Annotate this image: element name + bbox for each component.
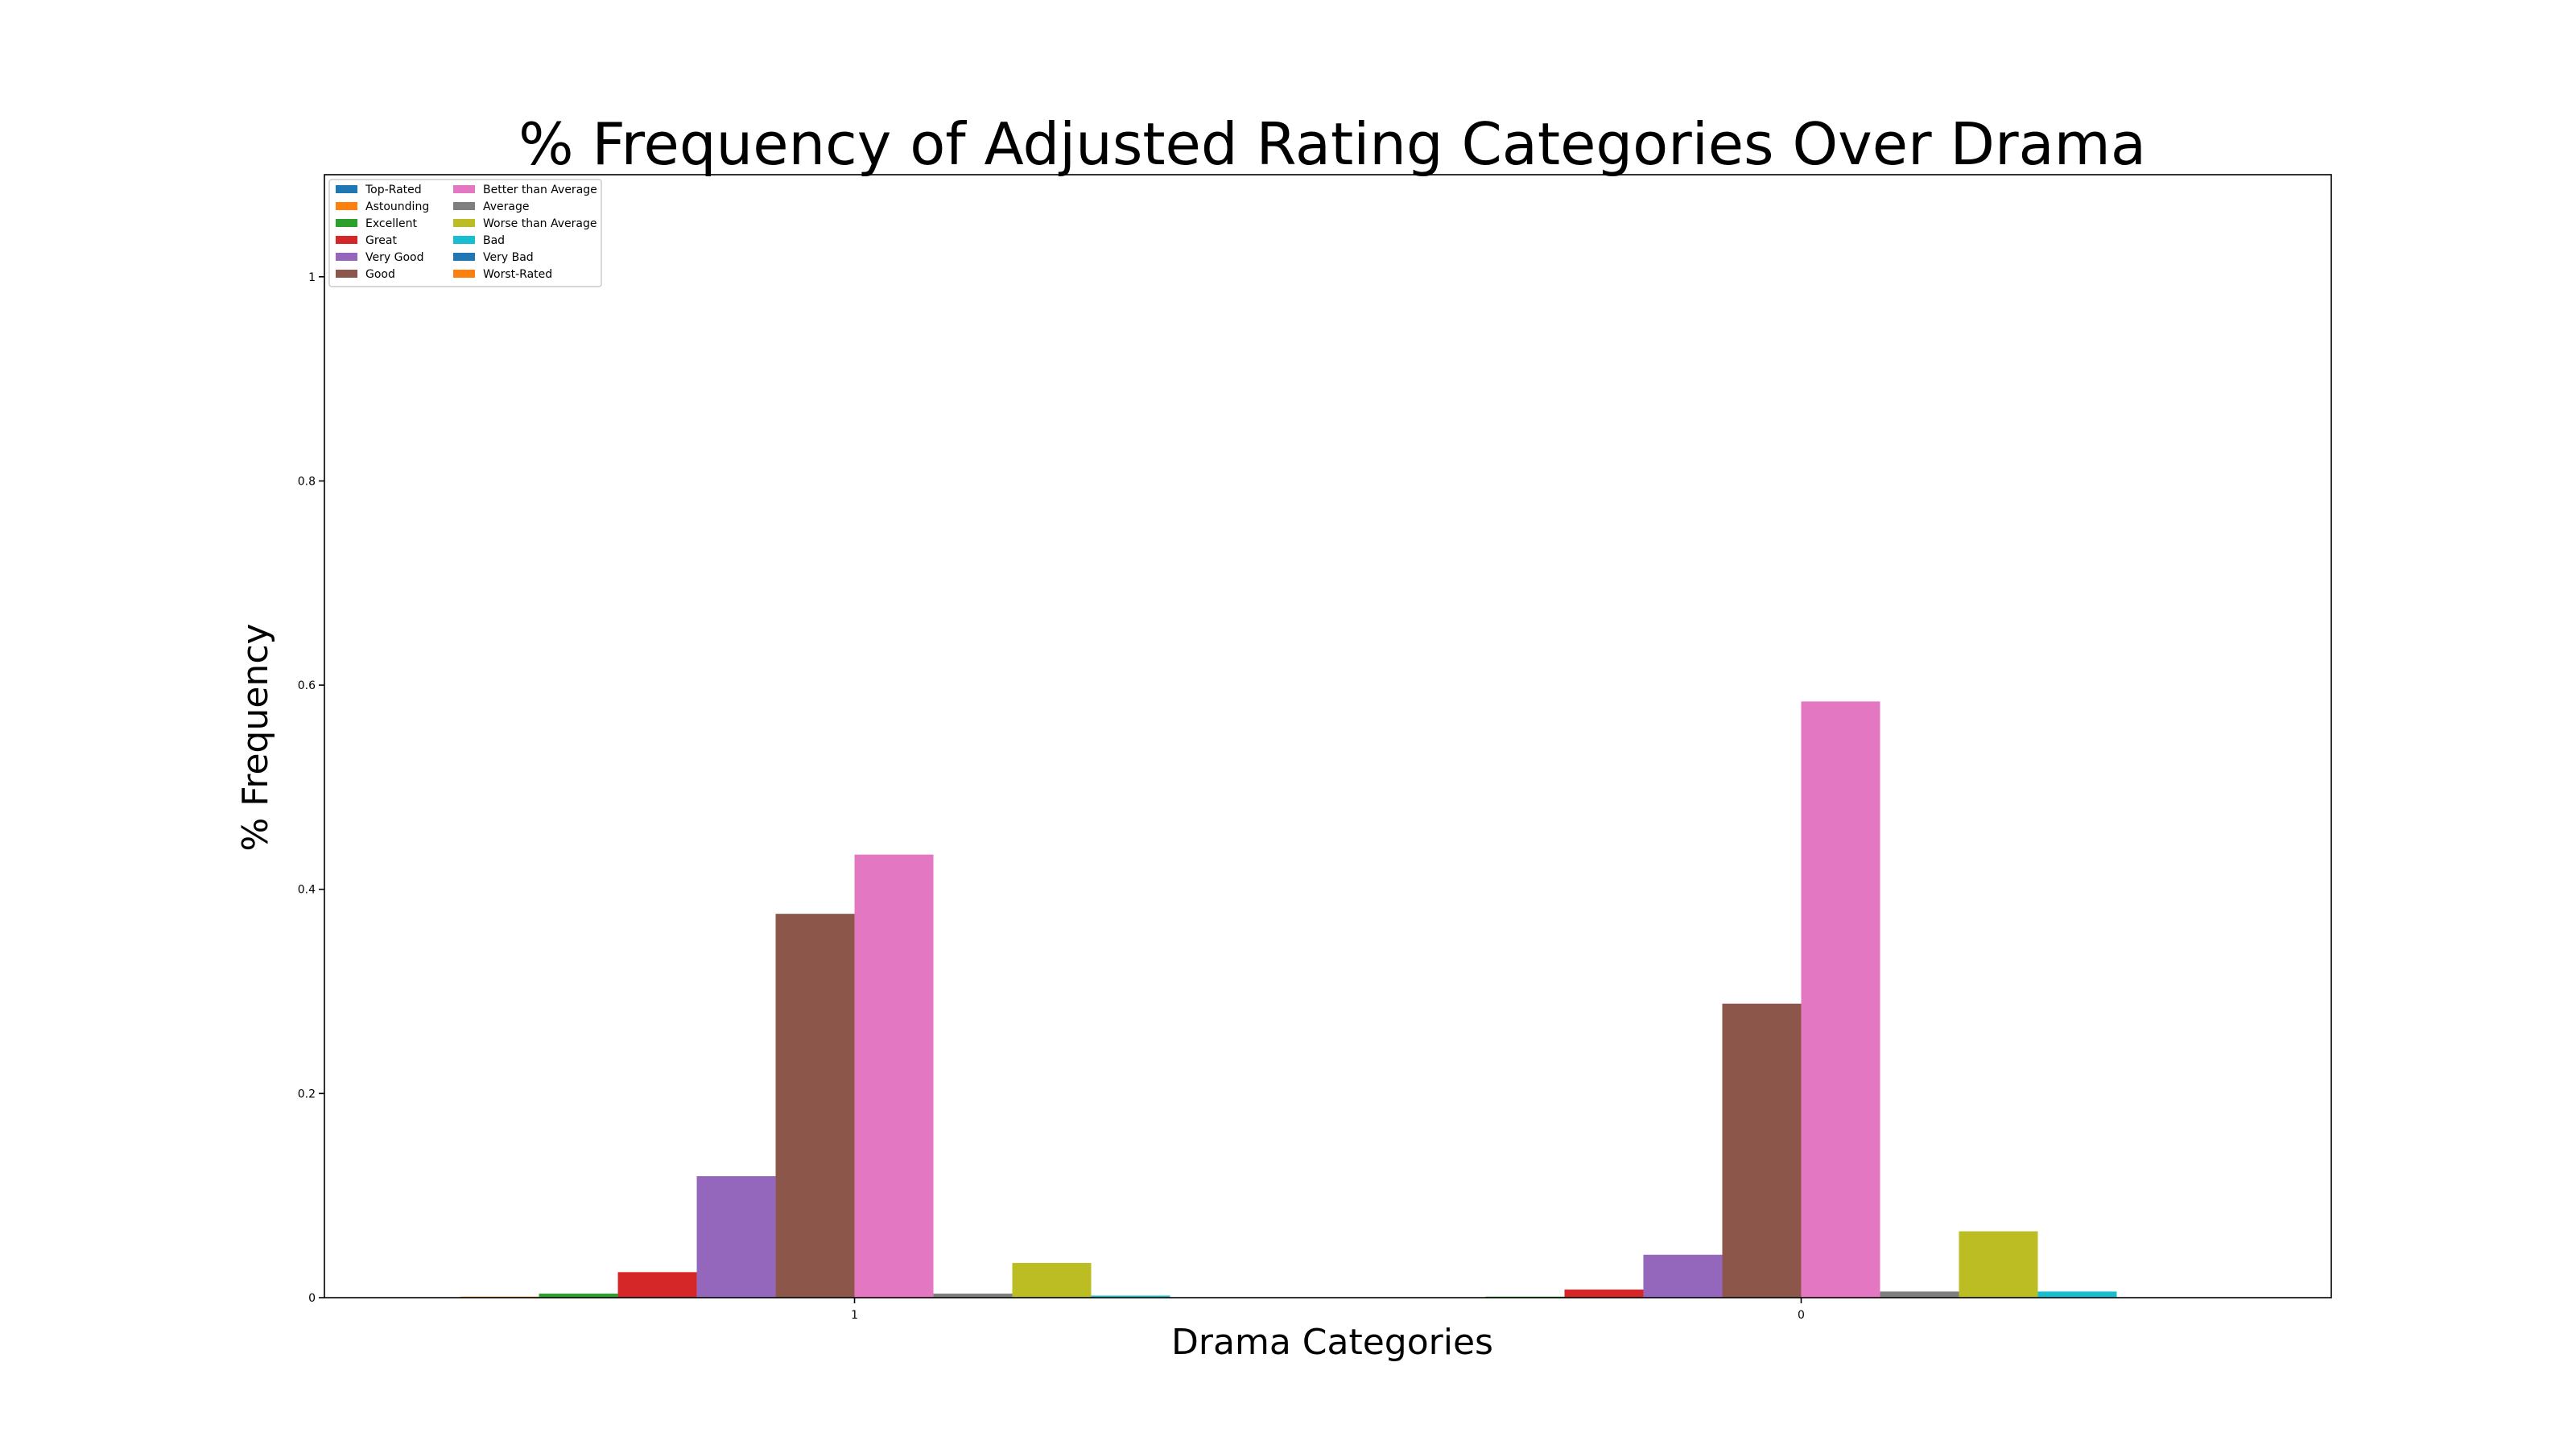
legend-label: Very Bad (483, 251, 534, 264)
x-tick-label: 1 (851, 1309, 858, 1322)
bar (2037, 1291, 2117, 1298)
bars (460, 701, 2117, 1298)
y-tick-label: 0 (308, 1292, 316, 1305)
legend-box (328, 179, 602, 287)
axes: 0 0.2 0.4 0.6 0.8 1 1 0 (298, 174, 2332, 1322)
bar (933, 1293, 1013, 1298)
bar (775, 914, 855, 1298)
y-tick-label: 0.4 (298, 884, 316, 897)
y-tick-label: 0.2 (298, 1088, 316, 1100)
legend-label: Good (365, 268, 395, 281)
x-tick-label: 0 (1798, 1309, 1805, 1322)
legend-swatch (336, 219, 357, 227)
bar (1564, 1289, 1644, 1298)
legend-swatch (336, 270, 357, 278)
legend-swatch (336, 253, 357, 261)
legend-label: Better than Average (483, 184, 597, 196)
legend-label: Worse than Average (483, 217, 597, 230)
bar (1880, 1291, 1959, 1298)
bar (1722, 1003, 1802, 1298)
legend-label: Top-Rated (365, 184, 422, 196)
bar (539, 1293, 618, 1298)
chart-title: % Frequency of Adjusted Rating Categorie… (518, 110, 2146, 178)
legend-swatch (453, 236, 475, 244)
bar (1959, 1231, 2038, 1298)
legend-swatch (453, 202, 475, 210)
legend-label: Very Good (365, 251, 423, 264)
bar (1012, 1262, 1092, 1298)
legend-swatch (453, 219, 475, 227)
legend-swatch (336, 185, 357, 193)
legend-swatch (336, 202, 357, 210)
legend-label: Worst-Rated (483, 268, 552, 281)
y-axis-label: % Frequency (235, 623, 276, 851)
legend: Top-Rated Astounding Excellent Great Very Go… (328, 179, 602, 287)
legend-swatch (453, 270, 475, 278)
legend-label: Average (483, 200, 530, 213)
plot-frame (324, 174, 2332, 1298)
bar (1801, 701, 1880, 1298)
bar (696, 1176, 776, 1298)
bar (1643, 1254, 1723, 1298)
legend-label: Bad (483, 234, 505, 247)
legend-swatch (453, 253, 475, 261)
bar (617, 1272, 697, 1298)
bar (854, 854, 934, 1298)
y-tick-label: 0.6 (298, 679, 316, 692)
legend-swatch (336, 236, 357, 244)
y-tick-label: 0.8 (298, 475, 316, 488)
bar (1091, 1295, 1170, 1298)
x-axis-label: Drama Categories (1171, 1322, 1493, 1363)
legend-label: Excellent (365, 217, 417, 230)
y-tick-label: 1 (308, 271, 316, 284)
legend-label: Astounding (365, 200, 429, 213)
legend-swatch (453, 185, 475, 193)
legend-label: Great (365, 234, 397, 247)
